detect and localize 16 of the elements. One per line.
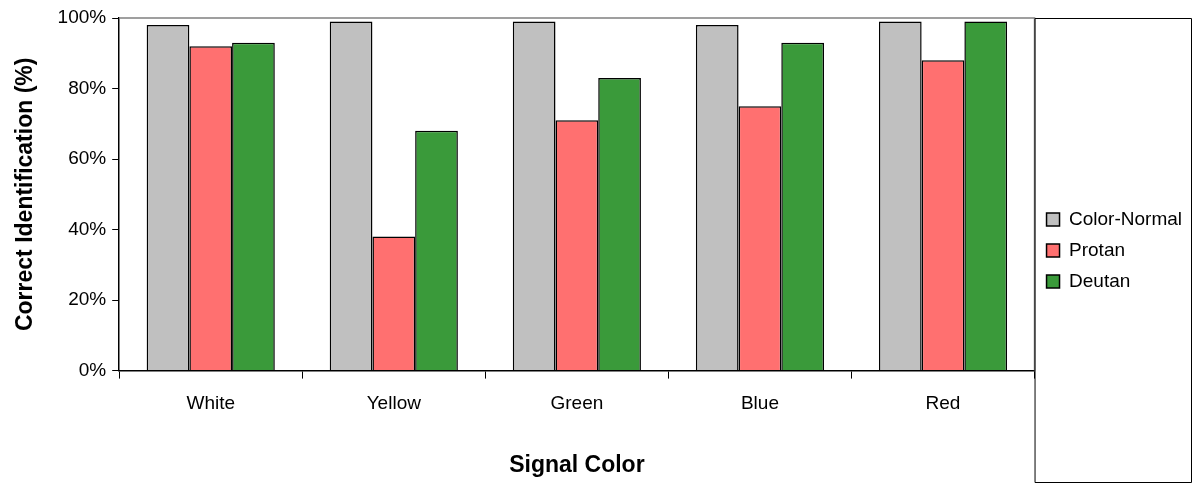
x-tick-label: Yellow	[366, 392, 422, 414]
legend-label: Protan	[1069, 238, 1126, 260]
legend-label: Color-Normal	[1069, 207, 1183, 229]
x-tick-label: Green	[550, 392, 604, 414]
y-tick-label: 20%	[68, 288, 107, 310]
y-tick-label: 100%	[57, 6, 107, 28]
y-tick-label: 60%	[68, 147, 107, 169]
x-tick-label: Blue	[740, 392, 779, 414]
y-tick-label: 0%	[78, 358, 107, 380]
x-tick-label: White	[186, 392, 236, 414]
legend-label: Deutan	[1069, 269, 1131, 291]
y-tick-label: 40%	[68, 217, 107, 239]
y-axis-title: Correct Identification (%)	[11, 57, 38, 332]
x-axis-title: Signal Color	[509, 450, 645, 477]
y-tick-label: 80%	[68, 76, 107, 98]
x-tick-label: Red	[925, 392, 961, 414]
